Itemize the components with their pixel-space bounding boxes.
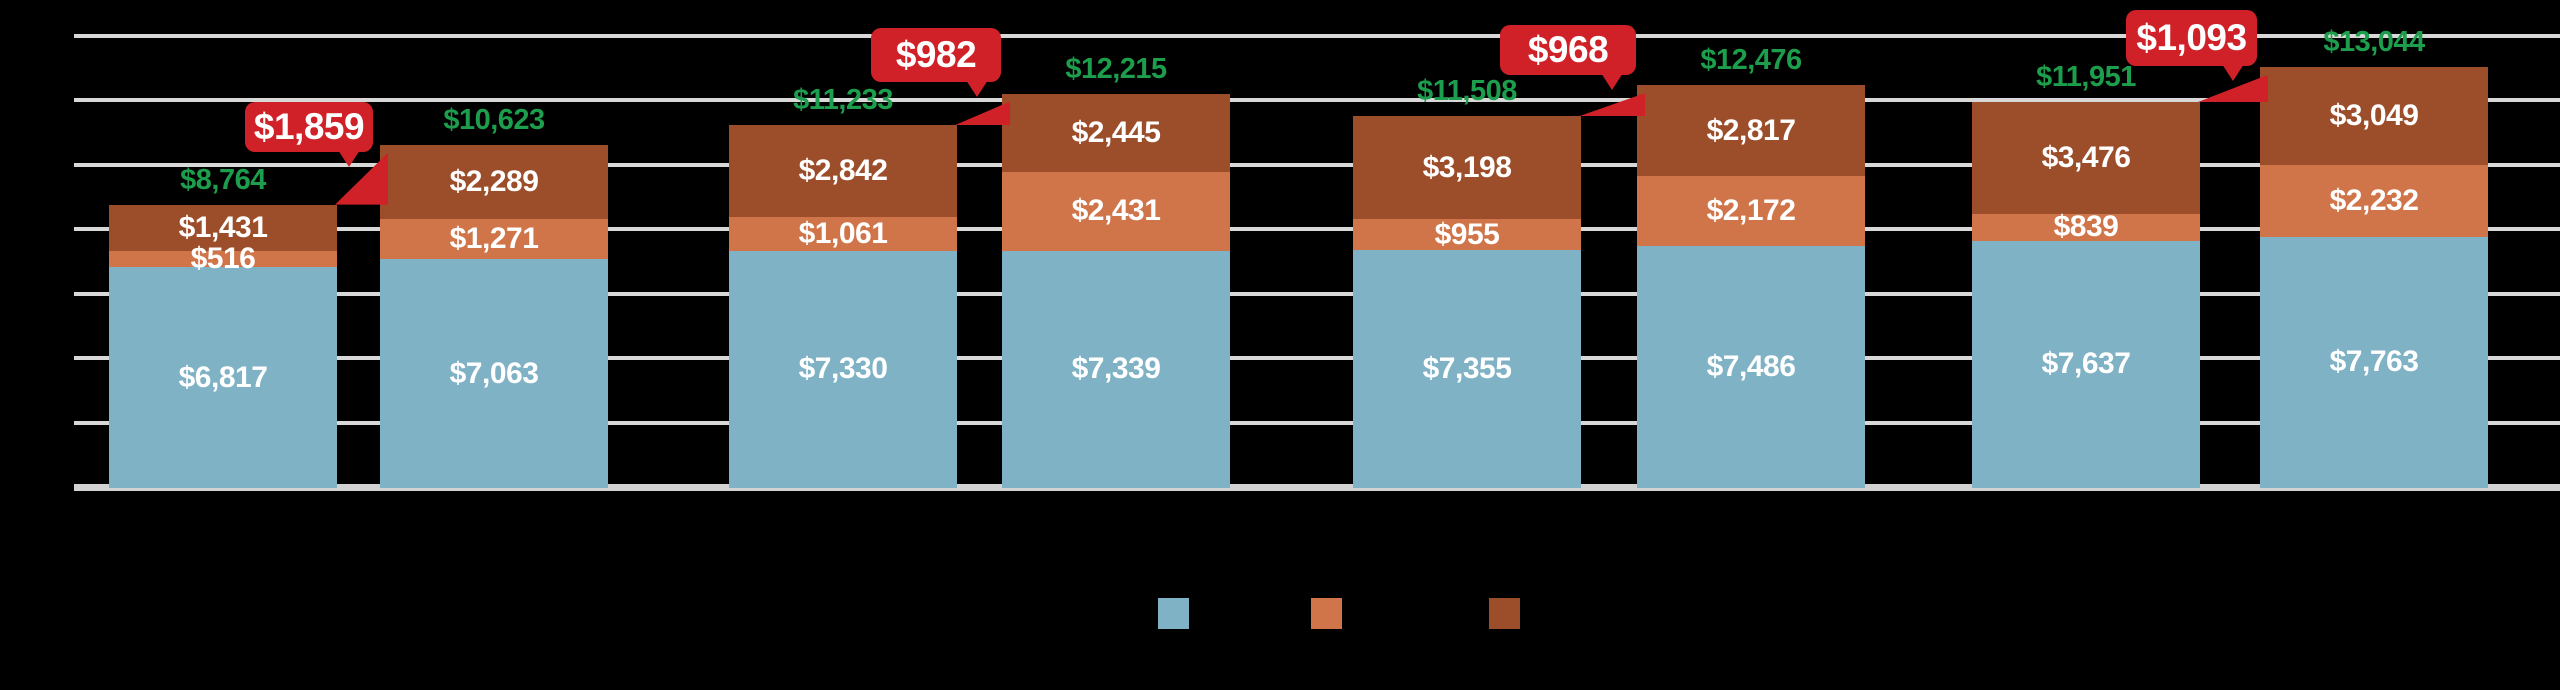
- segment-value-label: $1,431: [178, 210, 268, 244]
- bar-segment-brown: [1637, 85, 1865, 176]
- bar-total-label: $10,623: [443, 103, 545, 136]
- delta-badge-label: $1,859: [253, 106, 365, 147]
- bar-segment-orange: [1972, 213, 2200, 241]
- delta-badge: $968: [1500, 25, 1636, 90]
- bar-segment-blue: [380, 259, 608, 488]
- legend-swatch-blue: [1158, 598, 1189, 629]
- bar-segment-orange: [109, 250, 337, 268]
- increase-arrow: [1579, 93, 1645, 117]
- delta-badge: $982: [871, 28, 1001, 97]
- gridline: [74, 34, 2560, 38]
- segment-value-label: $2,817: [1706, 113, 1796, 147]
- segment-value-label: $7,063: [449, 356, 539, 390]
- legend-swatch-orange: [1311, 598, 1342, 629]
- segment-value-label: $2,445: [1071, 115, 1161, 149]
- delta-badge-label: $982: [895, 34, 977, 75]
- gridline: [74, 98, 2560, 103]
- segment-value-label: $3,476: [2041, 140, 2131, 174]
- bar-segment-brown: [109, 204, 337, 251]
- gridline: [74, 356, 2560, 361]
- segment-value-label: $7,763: [2329, 345, 2419, 379]
- segment-value-label: $3,049: [2329, 98, 2419, 132]
- segment-value-label: $2,842: [798, 153, 888, 187]
- bar-total-label: $11,951: [2036, 61, 2136, 93]
- gridline: [74, 227, 2560, 232]
- segment-value-label: $1,271: [449, 221, 539, 255]
- segment-value-label: $7,355: [1422, 352, 1512, 386]
- bar-total-label: $12,476: [1700, 44, 1802, 77]
- bar-segment-orange: [2260, 165, 2488, 237]
- segment-value-label: $7,330: [798, 352, 888, 386]
- badge-pointer: [1601, 73, 1623, 90]
- bar-total-label: $11,233: [793, 84, 893, 117]
- segment-value-label: $7,339: [1071, 352, 1161, 386]
- x-axis-line: [74, 484, 2560, 491]
- gridline: [74, 291, 2560, 296]
- bar-total-label: $13,044: [2323, 25, 2425, 58]
- segment-value-label: $2,289: [449, 164, 539, 198]
- gridline: [74, 420, 2560, 425]
- segment-value-label: $839: [2053, 210, 2119, 244]
- badge-pointer: [2222, 64, 2244, 81]
- bar-segment-blue: [1353, 250, 1581, 488]
- bar-segment-blue: [729, 250, 957, 488]
- gridline: [74, 162, 2560, 167]
- bar-segment-brown: [2260, 66, 2488, 165]
- bar-segment-blue: [1002, 250, 1230, 488]
- delta-badge: $1,093: [2126, 10, 2257, 81]
- bar-segment-orange: [729, 216, 957, 251]
- bar-segment-brown: [1972, 101, 2200, 214]
- segment-value-label: $516: [190, 242, 256, 276]
- segment-value-label: $7,486: [1706, 349, 1796, 383]
- segment-value-label: $1,061: [798, 216, 888, 250]
- legend-swatch-brown: [1489, 598, 1520, 629]
- bar-segment-blue: [1637, 245, 1865, 488]
- bar-segment-orange: [1002, 172, 1230, 251]
- badge-pointer: [338, 150, 360, 167]
- bar-segment-brown: [380, 144, 608, 219]
- delta-badge-label: $1,093: [2136, 17, 2247, 58]
- segment-value-label: $955: [1434, 217, 1500, 251]
- segment-value-label: $2,232: [2329, 183, 2419, 217]
- segment-value-label: $3,198: [1422, 150, 1512, 184]
- bar-segment-blue: [2260, 236, 2488, 488]
- bar-segment-brown: [1353, 116, 1581, 220]
- segment-value-label: $2,172: [1706, 193, 1796, 227]
- segment-value-label: $6,817: [178, 360, 268, 394]
- bar-segment-brown: [1002, 93, 1230, 173]
- segment-value-label: $2,431: [1071, 194, 1161, 228]
- bar-segment-blue: [1972, 240, 2200, 488]
- badge-pointer: [966, 80, 988, 97]
- delta-badge-label: $968: [1527, 29, 1609, 70]
- bar-total-label: $8,764: [180, 163, 266, 196]
- bar-segment-orange: [380, 218, 608, 260]
- segment-value-label: $7,637: [2041, 347, 2131, 381]
- bar-total-label: $11,508: [1417, 75, 1517, 108]
- bar-segment-brown: [729, 125, 957, 217]
- delta-badge: $1,859: [245, 102, 373, 167]
- bar-segment-orange: [1353, 219, 1581, 251]
- bar-total-label: $12,215: [1065, 52, 1167, 85]
- bar-segment-orange: [1637, 175, 1865, 246]
- bar-segment-blue: [109, 267, 337, 488]
